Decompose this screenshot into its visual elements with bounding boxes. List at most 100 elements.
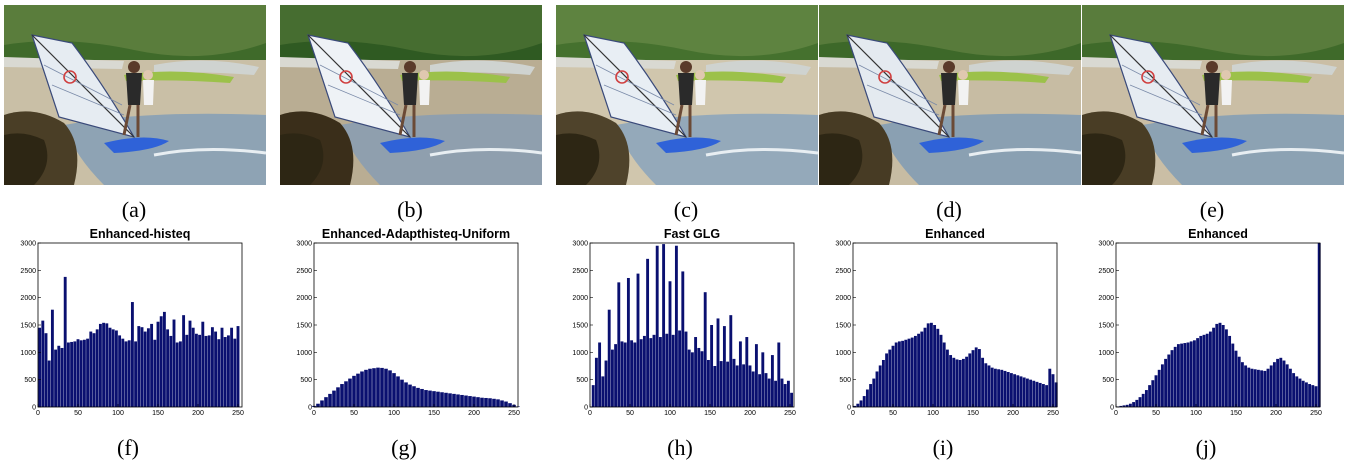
y-tick-label: 2000 [835, 295, 851, 302]
histogram-bar [671, 334, 675, 407]
histogram-bar [878, 365, 882, 407]
histogram-bar [945, 349, 949, 407]
histogram-bar [952, 357, 956, 407]
histogram-bar [758, 374, 762, 407]
histogram-bar [610, 349, 614, 407]
histogram-bar [790, 392, 794, 407]
histogram-bar [897, 341, 901, 407]
histogram-bar [875, 371, 879, 407]
histogram-bar [73, 341, 77, 407]
histogram-bar [159, 316, 163, 407]
histogram-bar [60, 347, 64, 407]
histogram-bar [1260, 370, 1264, 407]
caption-j: (j) [1195, 435, 1217, 460]
windsurfer-photo [1082, 5, 1344, 185]
histogram-bar [169, 335, 173, 407]
x-tick-label: 200 [1270, 410, 1282, 417]
histogram-bar [1167, 354, 1171, 407]
histogram-bar [456, 394, 460, 407]
y-tick-label: 3000 [1098, 241, 1114, 248]
chart-title: Enhanced-histeq [90, 227, 191, 241]
histogram-bar [1189, 341, 1193, 407]
histogram-bar [710, 325, 714, 407]
x-tick-label: 0 [1114, 410, 1118, 417]
x-tick-label: 250 [232, 410, 244, 417]
histogram-bar [424, 390, 428, 407]
x-tick-label: 0 [36, 410, 40, 417]
histogram-bar [872, 378, 876, 407]
histogram-bar [1186, 342, 1190, 407]
histogram-bar [76, 339, 80, 407]
histogram-bar [694, 337, 698, 407]
y-tick-label: 3000 [835, 241, 851, 248]
histogram-bar [1208, 331, 1212, 407]
photo-a [4, 5, 266, 185]
histogram-bar [440, 392, 444, 407]
histogram-bar [82, 339, 86, 407]
histogram-bar [392, 373, 396, 407]
histogram-bar [1215, 323, 1219, 407]
histogram-bar [140, 327, 144, 407]
histogram-bar [191, 327, 195, 407]
histogram-svg: Enhanced 0 500 1000 1500 2000 2500 3000 0 50 100 15… [1098, 227, 1322, 417]
x-tick-label: 150 [967, 410, 979, 417]
histogram-bar [492, 398, 496, 407]
y-tick-label: 1500 [835, 323, 851, 330]
histogram-bar [1304, 382, 1308, 407]
histogram-bar [428, 390, 432, 407]
histogram-bar [95, 329, 99, 407]
histogram-bar [204, 335, 208, 407]
windsurfer-photo [4, 5, 266, 185]
histogram-bar [79, 340, 83, 407]
histogram-bar [716, 318, 720, 407]
histogram-bar [223, 337, 227, 407]
caption-c: (c) [673, 197, 699, 222]
histogram-bar [984, 363, 988, 407]
histogram-bar [1051, 374, 1055, 407]
y-tick-label: 500 [576, 377, 588, 384]
y-tick-label: 500 [839, 377, 851, 384]
y-tick-label: 2500 [20, 268, 36, 275]
histogram-bar [162, 311, 166, 407]
y-tick-label: 2500 [572, 268, 588, 275]
y-tick-label: 2500 [296, 268, 312, 275]
histogram-bar [1006, 372, 1010, 407]
histogram-bar [348, 378, 352, 407]
histogram-bar [894, 342, 898, 407]
histogram-bar [182, 315, 186, 407]
y-tick-label: 1500 [296, 323, 312, 330]
histogram-bar [987, 365, 991, 407]
histogram-bar [649, 338, 653, 407]
histogram-bar [432, 391, 436, 407]
histogram-bar [444, 392, 448, 407]
x-tick-label: 150 [152, 410, 164, 417]
histogram-bar [436, 391, 440, 407]
histogram-bar [92, 333, 96, 407]
y-tick-label: 1500 [572, 323, 588, 330]
histogram-bar [54, 349, 58, 407]
histogram-bar [1173, 346, 1177, 407]
histogram-bar [745, 337, 749, 407]
histogram-bar [1311, 385, 1315, 407]
histogram-bar [130, 302, 134, 407]
histogram-bar [380, 367, 384, 407]
histogram-bar [1138, 397, 1142, 407]
histogram-bar [1295, 376, 1299, 407]
histogram-svg: Enhanced 0 500 1000 1500 2000 2500 3000 0 50 100 15… [835, 227, 1059, 417]
histogram-bar [464, 395, 468, 407]
histogram-bar [368, 368, 372, 407]
histogram-bar [114, 330, 118, 407]
histogram-bar [1317, 243, 1321, 407]
histogram-bar [955, 359, 959, 407]
histogram-bar [1045, 385, 1049, 407]
histogram-bar [853, 405, 857, 407]
histogram-bar [990, 367, 994, 407]
histogram-bar [316, 403, 320, 407]
histogram-bar [44, 333, 48, 407]
histogram-bar [936, 328, 940, 407]
histogram-bar [344, 381, 348, 407]
y-tick-label: 2000 [1098, 295, 1114, 302]
histogram-bar [1132, 402, 1136, 407]
histogram-bar [416, 387, 420, 407]
histogram-bar [958, 359, 962, 407]
